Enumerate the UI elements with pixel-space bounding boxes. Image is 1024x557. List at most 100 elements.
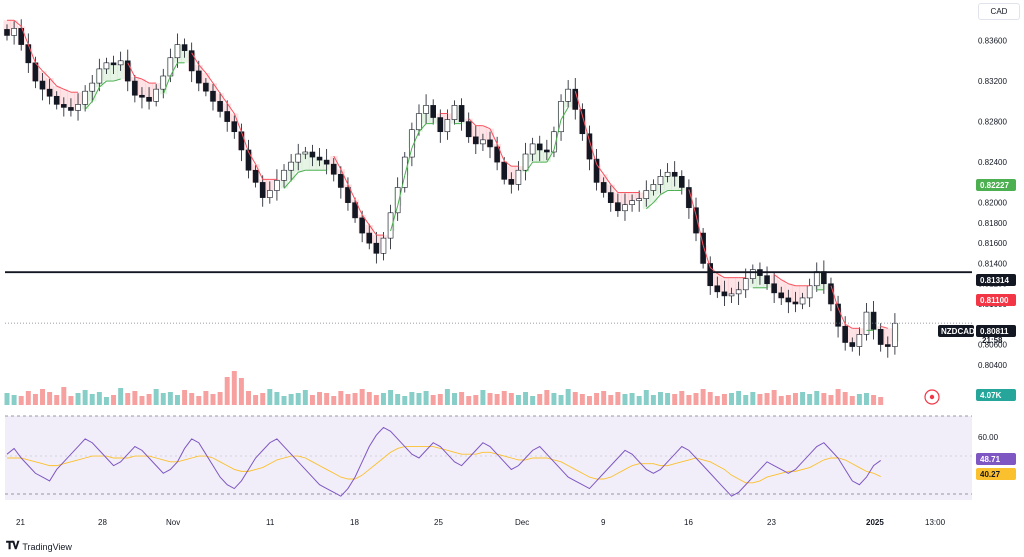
candle-body	[451, 105, 458, 120]
supertrend-line-segment	[99, 80, 107, 88]
volume-bar	[54, 395, 60, 405]
volume-bar	[118, 388, 124, 405]
tradingview-brand: 𝐓𝐕 TradingView	[6, 540, 72, 553]
volume-bar	[579, 394, 585, 405]
supertrend-line-segment	[695, 214, 704, 246]
volume-bar	[650, 395, 656, 405]
volume-bar	[466, 396, 472, 405]
volume-bar	[139, 396, 145, 405]
volume-bar	[807, 394, 813, 405]
supertrend-line-segment	[233, 113, 242, 132]
supertrend-line-segment	[248, 151, 257, 165]
volume-bar	[359, 389, 365, 405]
supertrend-line-segment	[368, 224, 377, 236]
last-price-badge: 0.80811	[976, 325, 1016, 337]
volume-bar	[565, 389, 571, 405]
supertrend-line-segment	[290, 171, 299, 181]
supertrend-line-segment	[788, 283, 796, 287]
supertrend-line-segment	[596, 163, 605, 175]
rsi-value-badge-bg	[976, 453, 1016, 465]
supertrend-line-segment	[560, 107, 569, 120]
volume-bar	[679, 391, 685, 405]
volume-bar	[629, 393, 635, 405]
supertrend-line-segment	[546, 149, 555, 163]
symbol-badge-bg	[938, 325, 974, 337]
volume-bar	[32, 394, 38, 405]
supertrend-down-badge: 0.81100	[976, 294, 1016, 306]
supertrend-line-segment	[844, 323, 853, 329]
candle-body	[551, 131, 557, 153]
candle-body	[25, 44, 32, 64]
volume-bar	[721, 394, 727, 405]
supertrend-line-segment	[496, 143, 505, 162]
price-tick-label: 0.81800	[978, 219, 1007, 228]
volume-bar	[103, 397, 109, 405]
candle-body	[132, 80, 138, 96]
volume-bar	[146, 394, 152, 405]
candle-body	[394, 187, 401, 214]
volume-bar	[388, 390, 394, 405]
volume-bar	[459, 392, 465, 405]
axes: 0.83600 0.83200 0.82800 0.82400 0.82000 0.818…	[16, 37, 1016, 527]
volume-bar	[665, 393, 671, 405]
volume-bar	[551, 393, 557, 405]
volume-bar	[558, 395, 564, 405]
volume-bar	[182, 390, 188, 405]
time-tick-label: 11	[266, 518, 275, 527]
volume-bar	[537, 394, 543, 405]
candle-body	[39, 80, 46, 90]
volume-bar	[338, 391, 344, 405]
supertrend-line-segment	[13, 19, 22, 27]
candle-body	[210, 90, 216, 102]
candle-body	[671, 171, 678, 177]
candle-body	[295, 153, 302, 163]
volume-bar	[643, 390, 649, 405]
supertrend-line-segment	[397, 175, 406, 206]
supertrend-band-segment	[727, 277, 736, 294]
price-tick-label: 0.80400	[978, 361, 1007, 370]
candle-body	[387, 212, 394, 239]
supertrend-line-segment	[574, 91, 583, 116]
candle-body	[437, 117, 444, 133]
candle-body	[89, 82, 96, 92]
candle-body	[160, 75, 167, 90]
volume-bar	[366, 392, 372, 405]
supertrend-line-segment	[298, 169, 306, 173]
candle-body	[885, 344, 891, 347]
candle-body	[636, 198, 642, 201]
candle-body	[153, 88, 159, 102]
volume-bar	[785, 395, 791, 405]
volume-bar	[96, 392, 102, 405]
volume-bar	[11, 395, 17, 405]
candle-body	[771, 283, 777, 294]
volume-bar	[572, 392, 578, 405]
volume-bar	[736, 391, 742, 405]
candle-body	[259, 182, 266, 198]
supertrend-line-segment	[27, 44, 36, 64]
volume-bar	[686, 395, 692, 405]
volume-bar	[167, 392, 173, 405]
rsi-value-badge: 48.71	[976, 453, 1016, 465]
volume-bar	[437, 394, 443, 405]
currency-label[interactable]: CAD	[978, 3, 1020, 20]
candle-body	[877, 329, 884, 345]
last-price-badge-bg	[976, 325, 1016, 337]
supertrend-line-segment	[837, 307, 846, 325]
countdown-label: 21:58	[982, 336, 1003, 345]
rsi-pane	[5, 415, 972, 500]
candle-body	[728, 293, 735, 297]
supertrend-line-segment	[503, 160, 512, 167]
supertrend-fill	[3, 20, 899, 347]
supertrend-line-segment	[35, 62, 43, 72]
supertrend-line-segment	[347, 184, 356, 200]
candle-body	[679, 176, 685, 188]
rsi-ma-line	[7, 446, 881, 484]
supertrend-line-segment	[255, 163, 264, 180]
candle-body	[742, 278, 749, 291]
rsi-line	[6, 426, 881, 497]
volume-bar	[792, 393, 798, 405]
candle-body	[693, 207, 699, 234]
volume-bar	[856, 394, 862, 405]
volume-bar	[189, 393, 195, 405]
